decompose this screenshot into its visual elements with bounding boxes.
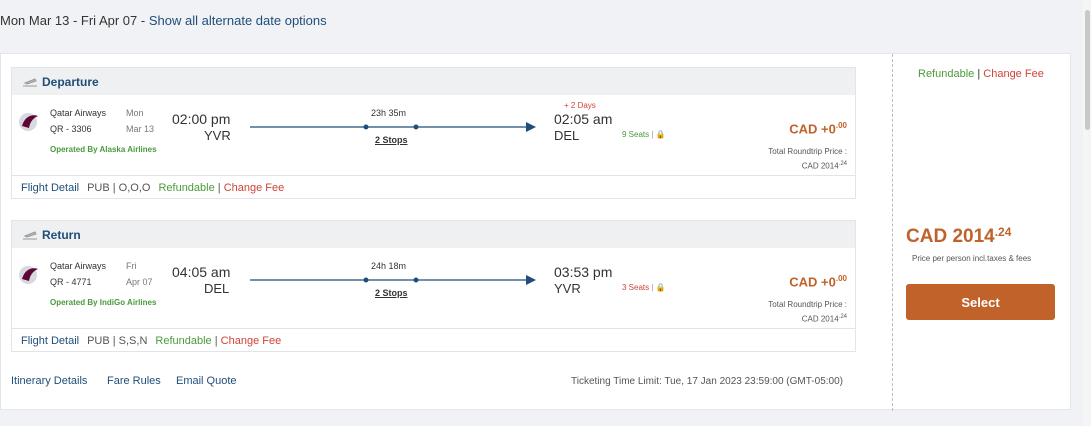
alt-dates-link[interactable]: Show all alternate date options [148, 13, 327, 28]
departure-airport: DEL [204, 281, 230, 296]
total-price: CAD 2014 [801, 314, 839, 324]
duration: 24h 18m [371, 261, 407, 271]
leg-footer: Flight Detail PUB | S,S,N Refundable | C… [12, 328, 855, 352]
divider [892, 54, 893, 411]
stops[interactable]: 2 Stops [375, 135, 408, 145]
separator: | [214, 334, 218, 347]
price-decimal: .00 [835, 121, 847, 130]
price: CAD +0 [789, 121, 836, 137]
fare-rules-link[interactable]: Fare Rules [107, 375, 161, 387]
refundable: Refundable [918, 68, 975, 80]
seats: 3 Seats | 🔒 [622, 283, 666, 292]
date: Apr 07 [126, 277, 153, 287]
refundable: Refundable [155, 334, 212, 347]
operated-by: Operated By Alaska Airlines [50, 145, 157, 154]
route-line [250, 275, 536, 285]
day-offset: + 2 Days [564, 101, 596, 110]
flight-leg: Departure Qatar Airways QR - 3306 Mon Ma… [11, 67, 856, 199]
plane-icon [23, 78, 37, 87]
airline-logo [19, 266, 38, 284]
change-fee[interactable]: Change Fee [983, 68, 1044, 80]
scrollbar-thumb[interactable] [1085, 10, 1090, 130]
leg-header: Return [12, 221, 855, 248]
airline: Qatar Airways [50, 261, 107, 271]
separator: | [977, 68, 981, 80]
plane-icon [23, 231, 37, 240]
flight-number: QR - 3306 [50, 124, 92, 134]
select-button[interactable]: Select [906, 284, 1055, 320]
seats-left: 3 Seats [622, 283, 650, 292]
dates: Mon Mar 13 - Fri Apr 07 - [0, 13, 146, 28]
arrival-airport: DEL [554, 128, 580, 143]
airline: Qatar Airways [50, 108, 107, 118]
flight-leg: Return Qatar Airways QR - 4771 Fri Apr 0… [11, 220, 856, 352]
leg-title: Departure [42, 75, 99, 89]
day: Mon [126, 108, 144, 118]
total: CAD 2014.24 [802, 161, 847, 171]
total-label: Total Roundtrip Price : [768, 147, 847, 156]
departure-time: 04:05 am [172, 264, 231, 280]
email-quote-link[interactable]: Email Quote [176, 375, 237, 387]
leg-price: CAD +0.00 [789, 274, 847, 289]
side-policy: Refundable | Change Fee [918, 68, 1044, 80]
flight-number: QR - 4771 [50, 277, 92, 287]
leg-title: Return [42, 228, 81, 242]
leg-header: Departure [12, 68, 855, 95]
airline-logo [19, 113, 38, 131]
seats: 9 Seats | 🔒 [622, 130, 666, 139]
scrollbar [1083, 0, 1091, 426]
departure-airport: YVR [204, 128, 231, 143]
ticketing-limit: Ticketing Time Limit: Tue, 17 Jan 2023 2… [571, 376, 843, 387]
total-decimal: .24 [838, 314, 847, 320]
flight-detail-link[interactable]: Flight Detail [21, 334, 80, 347]
date-range: Mon Mar 13 - Fri Apr 07 - Show all alter… [0, 13, 327, 28]
fare-basis: PUB | S,S,N [87, 334, 148, 347]
departure-time: 02:00 pm [172, 111, 231, 127]
price-decimal: .24 [994, 225, 1012, 239]
side-price: CAD 2014.24 [906, 225, 1011, 248]
separator: | [217, 181, 221, 194]
arrival-time: 03:53 pm [554, 264, 613, 280]
price: CAD 2014 [906, 226, 995, 247]
flight-detail-link[interactable]: Flight Detail [21, 181, 80, 194]
itinerary-link[interactable]: Itinerary Details [11, 375, 88, 387]
arrival-time: 02:05 am [554, 111, 613, 127]
refundable: Refundable [158, 181, 215, 194]
stops[interactable]: 2 Stops [375, 288, 408, 298]
duration: 23h 35m [371, 108, 407, 118]
total-label: Total Roundtrip Price : [768, 300, 847, 309]
leg-price: CAD +0.00 [789, 121, 847, 136]
day: Fri [126, 261, 137, 271]
route-line [250, 122, 536, 132]
date: Mar 13 [126, 124, 155, 134]
total-decimal: .24 [838, 161, 847, 167]
total: CAD 2014.24 [802, 314, 847, 324]
price-note: Price per person incl.taxes & fees [912, 254, 1032, 263]
change-fee[interactable]: Change Fee [220, 334, 282, 347]
price: CAD +0 [789, 274, 836, 290]
seats-left: 9 Seats [622, 130, 650, 139]
leg-footer: Flight Detail PUB | O,O,O Refundable | C… [12, 175, 855, 199]
arrival-airport: YVR [554, 281, 581, 296]
change-fee[interactable]: Change Fee [223, 181, 285, 194]
operated-by: Operated By IndiGo Airlines [50, 298, 157, 307]
fare-basis: PUB | O,O,O [87, 181, 151, 194]
total-price: CAD 2014 [801, 161, 839, 171]
price-decimal: .00 [835, 274, 847, 283]
